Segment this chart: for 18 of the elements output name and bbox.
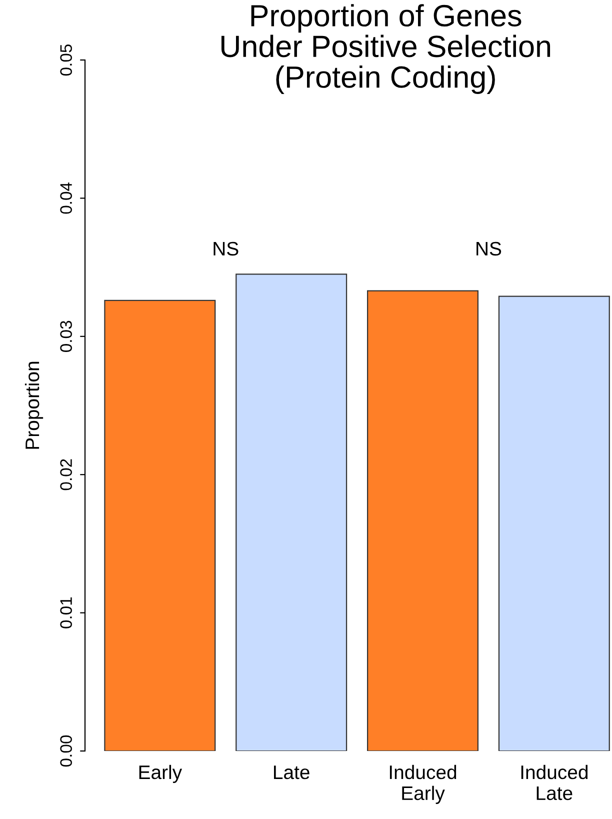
annotation: NS <box>214 242 238 256</box>
y-tick-label: 0.05 <box>60 44 72 76</box>
x-tick-label: Early <box>139 764 182 784</box>
y-axis-title: Proportion <box>24 362 44 449</box>
bar <box>498 296 610 751</box>
annotation: NS <box>476 242 502 256</box>
x-tick-label: Induced Late <box>521 764 588 800</box>
y-tick-label: 0.04 <box>60 182 72 214</box>
bar <box>236 274 348 751</box>
y-tick-label: 0.01 <box>60 597 72 628</box>
bar <box>104 300 216 751</box>
chart-title: Proportion of Genes Under Positive Selection (Protein Coding) <box>221 4 550 94</box>
y-tick-label: 0.03 <box>60 320 72 352</box>
y-tick-label: 0.00 <box>60 735 72 767</box>
x-tick-label: Late <box>274 766 310 780</box>
bar <box>367 290 479 751</box>
x-tick-label: Induced Early <box>390 764 456 804</box>
y-tick-label: 0.02 <box>60 459 72 490</box>
